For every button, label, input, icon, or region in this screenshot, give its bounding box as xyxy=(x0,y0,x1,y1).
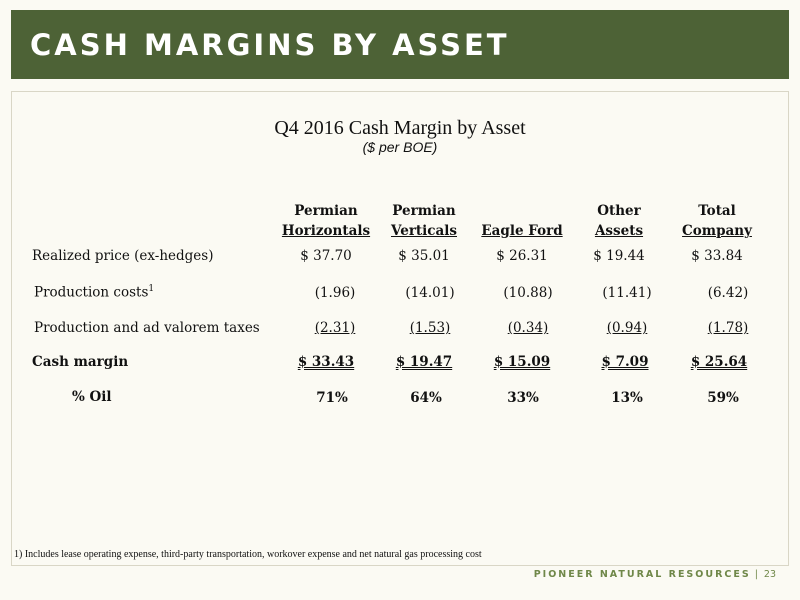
table-cell: 13% xyxy=(611,390,643,406)
row-label-production-taxes: Production and ad valorem taxes xyxy=(34,320,260,336)
column-header-eagle-ford: Eagle Ford xyxy=(467,201,577,241)
title-banner: CASH MARGINS BY ASSET xyxy=(11,10,789,79)
table-cell: (1.53) xyxy=(409,320,451,336)
table-cell: 71% xyxy=(316,390,348,406)
column-header-line2: Verticals xyxy=(391,223,457,239)
column-header-line2: Company xyxy=(682,223,752,239)
row-label-text: Production costs xyxy=(34,284,149,301)
column-header-line1 xyxy=(467,201,577,221)
table-cell: $ 33.84 xyxy=(691,248,743,264)
table-cell: 59% xyxy=(707,390,739,406)
table-cell: $ 19.47 xyxy=(395,354,453,370)
column-header-line1: Permian xyxy=(294,203,358,219)
table-cell: 64% xyxy=(410,390,442,406)
table-cell: (10.88) xyxy=(503,285,553,301)
page-number: 23 xyxy=(763,569,776,580)
table-cell: (2.31) xyxy=(314,320,356,336)
row-label-oil-percent: % Oil xyxy=(72,389,112,405)
row-label-production-costs: Production costs1 xyxy=(34,284,154,301)
table-cell: $ 25.64 xyxy=(690,354,748,370)
footer-separator: | xyxy=(754,569,760,580)
table-cell: $ 7.09 xyxy=(601,354,649,370)
column-header-permian-horizontals: Permian Horizontals xyxy=(271,201,381,241)
footnote: 1) Includes lease operating expense, thi… xyxy=(14,549,482,560)
column-header-line2: Assets xyxy=(594,223,644,239)
row-label-cash-margin: Cash margin xyxy=(32,354,129,370)
table-cell: $ 35.01 xyxy=(398,248,450,264)
table-cell: (0.94) xyxy=(606,320,648,336)
table-cell: (14.01) xyxy=(405,285,455,301)
table-cell: $ 26.31 xyxy=(496,248,548,264)
column-header-line1: Total xyxy=(698,203,736,219)
row-label-realized-price: Realized price (ex-hedges) xyxy=(32,248,214,264)
page-title: CASH MARGINS BY ASSET xyxy=(30,28,510,62)
table-cell: (6.42) xyxy=(707,285,749,301)
column-header-line1: Other xyxy=(597,203,641,219)
column-header-line2: Eagle Ford xyxy=(481,223,563,239)
table-cell: (1.96) xyxy=(314,285,356,301)
column-header-total-company: Total Company xyxy=(662,201,772,241)
table-cell: 33% xyxy=(507,390,539,406)
table-cell: (0.34) xyxy=(507,320,549,336)
table-title: Q4 2016 Cash Margin by Asset xyxy=(274,117,526,139)
table-subtitle: ($ per BOE) xyxy=(362,139,438,155)
table-cell: (1.78) xyxy=(707,320,749,336)
table-cell: $ 15.09 xyxy=(493,354,551,370)
content-frame xyxy=(11,91,789,566)
table-cell: $ 33.43 xyxy=(297,354,355,370)
column-header-line2: Horizontals xyxy=(281,223,371,239)
table-cell: $ 19.44 xyxy=(593,248,645,264)
column-header-permian-verticals: Permian Verticals xyxy=(369,201,479,241)
footer: PIONEER NATURAL RESOURCES | 23 xyxy=(534,569,776,580)
company-name: PIONEER NATURAL RESOURCES xyxy=(533,569,751,580)
table-cell: (11.41) xyxy=(602,285,652,301)
footnote-marker: 1 xyxy=(148,284,155,294)
table-cell: $ 37.70 xyxy=(300,248,352,264)
column-header-other-assets: Other Assets xyxy=(564,201,674,241)
column-header-line1: Permian xyxy=(392,203,456,219)
